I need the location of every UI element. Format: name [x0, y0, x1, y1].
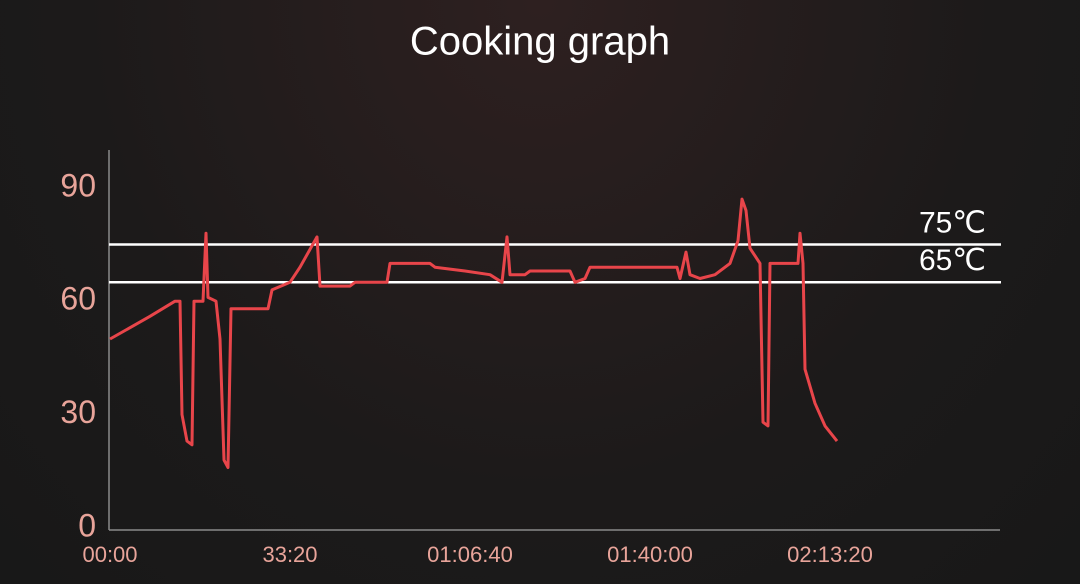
y-tick-label: 30 [60, 394, 96, 430]
x-tick-label: 01:40:00 [607, 542, 693, 567]
x-tick-label: 01:06:40 [427, 542, 513, 567]
y-tick-label: 90 [60, 167, 96, 203]
y-tick-label: 60 [60, 281, 96, 317]
x-tick-label: 02:13:20 [787, 542, 873, 567]
reference-label: 75℃ [919, 206, 986, 239]
reference-label: 65℃ [919, 244, 986, 277]
y-tick-label: 0 [78, 507, 96, 543]
data-line [109, 197, 839, 469]
chart-title: Cooking graph [410, 20, 670, 64]
x-tick-label: 33:20 [262, 542, 317, 567]
x-tick-label: 00:00 [82, 542, 137, 567]
